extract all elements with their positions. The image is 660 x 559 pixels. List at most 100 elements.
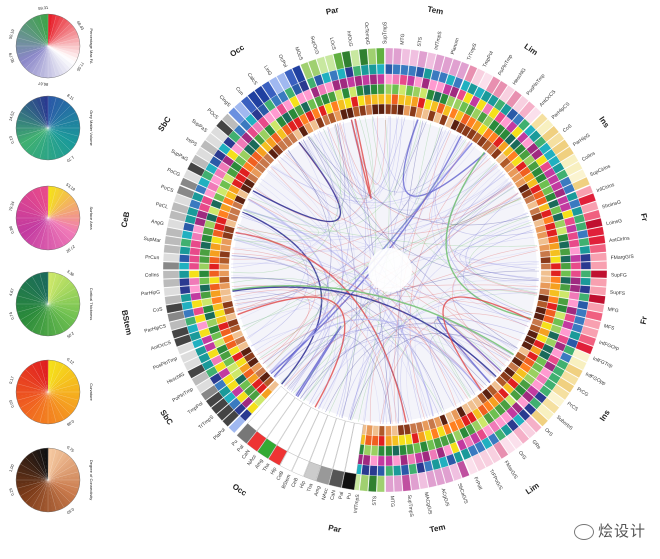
lobe-label: BStem [120,309,134,336]
lobe-cell [164,235,182,246]
legend-wedge [48,46,76,66]
chord [351,115,386,185]
metric-cell [384,73,393,85]
legend-spoke [47,364,65,393]
chord [448,164,538,295]
chord [233,289,310,369]
chord [232,286,497,378]
lobe-cell [546,390,565,408]
legend-wedge [18,218,48,234]
metric-cell [364,434,373,446]
lobe-cell [536,119,554,136]
chord [405,121,496,205]
chord [446,154,533,316]
chord [232,116,389,250]
metric-cell [540,275,552,283]
legend-wedge [35,15,48,46]
region-label: Planum [450,37,461,55]
legend-wedge [48,464,78,480]
chord [232,291,348,418]
metric-cell [201,297,213,307]
legend-spoke [47,303,57,335]
lobe-cell [179,177,198,192]
metric-cell [406,443,415,455]
metric-cell [378,445,386,457]
lobe-cell [163,278,180,288]
legend-wedge [43,448,49,480]
chord [231,157,491,260]
legend-spoke [17,391,49,401]
lobe-cell [183,169,202,184]
metric-cell [580,253,591,262]
legend-spoke [25,391,49,415]
chord [317,131,343,410]
legend-wedge [22,128,48,151]
metric-cell [346,76,356,88]
region-label: FMargG/S [611,254,635,261]
legend-wedge [48,362,65,392]
metric-cell [558,290,570,299]
legend-spoke [25,23,49,47]
lobe-cell [392,48,402,65]
metric-cell [570,269,582,278]
legend-spoke [25,195,49,219]
lobe-cell [291,64,306,84]
legend-wedge [48,128,76,148]
lobe-cell [254,85,271,104]
chord [339,122,513,220]
legend-wedge [17,33,48,46]
chord [241,307,475,396]
legend-spoke [17,119,49,129]
legend-spoke [20,375,49,393]
chord [349,333,512,421]
metric-cell [384,83,392,95]
lobe-label: Lim [524,481,541,496]
legend-wedge [20,128,48,148]
legend-spoke [47,209,79,219]
metric-cell [549,282,561,291]
metric-cell [199,248,211,257]
legend-spoke [17,479,49,489]
lobe-label: CeB [120,211,132,229]
metric-cell [577,229,589,239]
legend-wedge [48,392,76,412]
legend-wedge [48,123,80,129]
legend-wedge [17,392,48,405]
legend-wedge [17,304,48,317]
region-label: CingS [218,94,232,108]
legend-spoke [47,276,65,305]
lobe-cell [358,48,369,66]
metric-cell [201,234,213,243]
legend-spoke [17,217,49,227]
legend-wedge [48,128,74,151]
legend-spoke [47,391,57,423]
legend-wedge [48,218,78,235]
metric-cell [408,463,418,475]
legend-wedge [18,287,48,304]
subcortical-lobe-cell [328,469,345,488]
metric-cell [548,242,560,251]
legend-spoke [17,127,49,137]
metric-cell [369,74,378,85]
chord [252,141,341,223]
lobe-cell [568,356,587,371]
metric-cell [198,263,210,271]
legend-tick: 0.86 [8,225,15,235]
chord [231,165,327,260]
lobe-label: Ins [598,408,612,423]
region-label: PlaPol [212,427,226,441]
legend-wedge [43,186,49,218]
legend-outline [15,271,81,337]
lobe-cell [164,294,182,305]
region-label: SupTmpS [406,494,414,517]
metric-cell [560,269,572,277]
region-label: PaCL [155,201,169,210]
lobe-cell [171,201,190,215]
lobe-cell [471,453,486,472]
metric-cell [392,455,401,466]
region-label: AngG [151,219,165,228]
legend-spoke [47,217,57,249]
legend-wedge [25,102,48,128]
metric-cell [579,285,591,294]
